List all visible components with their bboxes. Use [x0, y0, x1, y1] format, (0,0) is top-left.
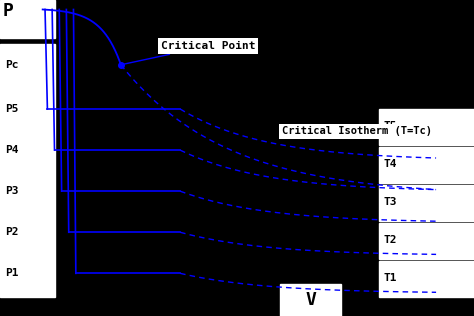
- Bar: [280, 284, 341, 316]
- Bar: [379, 147, 474, 183]
- Text: Pc: Pc: [5, 60, 18, 70]
- Bar: [379, 185, 474, 221]
- Text: T4: T4: [384, 159, 397, 169]
- Text: P2: P2: [5, 227, 18, 237]
- Text: P3: P3: [5, 186, 18, 196]
- Text: P1: P1: [5, 268, 18, 278]
- Text: P4: P4: [5, 145, 18, 155]
- Text: V: V: [305, 291, 316, 309]
- Bar: [0, 0, 55, 38]
- Text: T2: T2: [384, 235, 397, 245]
- Text: P5: P5: [5, 104, 18, 114]
- Text: T3: T3: [384, 197, 397, 207]
- Text: T1: T1: [384, 273, 397, 283]
- Text: P: P: [2, 2, 13, 20]
- Text: Critical Isotherm (T=Tc): Critical Isotherm (T=Tc): [282, 126, 432, 136]
- Bar: [0, 44, 55, 297]
- Text: Critical Point: Critical Point: [124, 41, 255, 64]
- Bar: [379, 223, 474, 259]
- Bar: [379, 109, 474, 145]
- Text: T5: T5: [384, 121, 397, 131]
- Bar: [379, 261, 474, 297]
